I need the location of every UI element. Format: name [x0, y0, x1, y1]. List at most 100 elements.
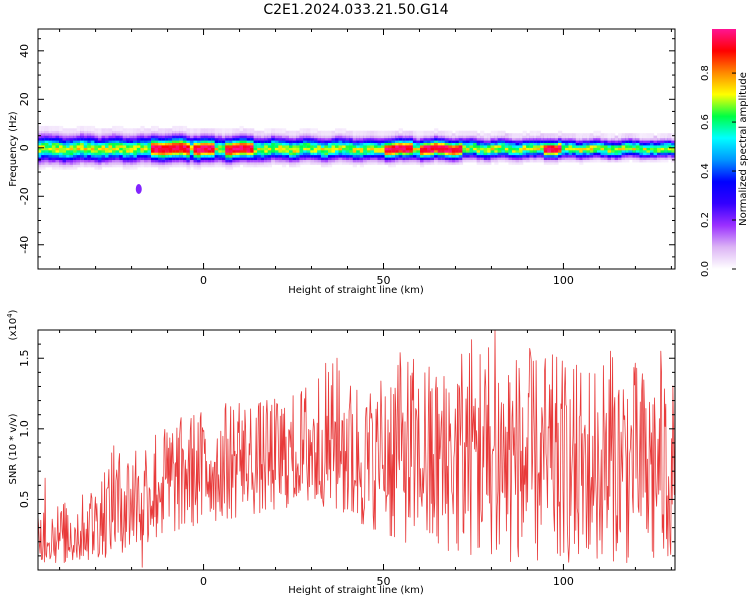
heatmap-cell — [462, 130, 467, 136]
heatmap-cell — [260, 130, 265, 136]
snr-y-multiplier: (x104) — [6, 309, 19, 340]
heatmap-cell — [565, 133, 570, 139]
heatmap-cell — [381, 130, 386, 136]
snr-y-axis-label: SNR (10 * v/v) — [8, 413, 19, 484]
heatmap-cell — [575, 133, 580, 139]
heatmap-cell — [519, 133, 524, 139]
spectrogram-x-tick-label: 100 — [553, 274, 574, 287]
heatmap-cell — [289, 130, 294, 136]
heatmap-cell — [529, 130, 534, 136]
heatmap-cell — [374, 130, 379, 136]
heatmap-cell — [558, 130, 563, 136]
heatmap-cell — [175, 125, 180, 131]
colorbar-tick-label: 0.0 — [700, 261, 711, 277]
heatmap-cell — [653, 135, 658, 141]
heatmap-cell — [618, 133, 623, 139]
heatmap-cell — [133, 128, 138, 134]
heatmap-cell — [614, 135, 619, 141]
heatmap-cell — [483, 133, 488, 139]
heatmap-cell — [512, 133, 517, 139]
heatmap-cell — [466, 130, 471, 136]
snr-series — [37, 329, 676, 568]
spectrogram-y-tick-label: 0 — [18, 144, 31, 151]
snr-y-multiplier-close: ) — [8, 309, 19, 313]
heatmap-cell — [172, 125, 177, 131]
colorbar-tick-label: 0.2 — [700, 212, 711, 228]
heatmap-cell — [441, 130, 446, 136]
heatmap-cell — [342, 128, 347, 134]
heatmap-cell — [207, 128, 212, 134]
spectrogram-frame — [37, 28, 676, 270]
heatmap-cell — [451, 133, 456, 139]
snr-y-tick-label: 1.5 — [18, 349, 31, 367]
heatmap-cell — [41, 125, 46, 131]
spectrogram-y-tick-label: 40 — [18, 44, 31, 58]
heatmap-cell — [412, 130, 418, 136]
heatmap-cell — [303, 128, 308, 134]
heatmap-cell — [285, 130, 290, 136]
heatmap-cell — [526, 133, 531, 139]
heatmap-cell — [94, 128, 99, 134]
heatmap-cell — [257, 130, 262, 136]
heatmap-cell — [189, 128, 195, 134]
heatmap-cell — [363, 130, 368, 136]
colorbar: 0.0 0.2 0.4 0.6 0.8 Normalized spectral ampl… — [700, 29, 749, 277]
heatmap-cell — [657, 133, 662, 139]
heatmap-cell — [278, 128, 283, 134]
heatmap-cell — [55, 125, 60, 131]
heatmap-cell — [625, 133, 630, 139]
heatmap-cell — [331, 130, 336, 136]
heatmap-cell — [246, 128, 251, 134]
heatmap-cell — [490, 130, 495, 136]
snr-frame — [37, 329, 676, 571]
heatmap-cell — [568, 133, 573, 139]
heatmap-cell — [165, 128, 170, 134]
heatmap-cell — [667, 133, 672, 139]
heatmap-cell — [218, 128, 223, 134]
heatmap-cell — [646, 133, 651, 139]
heatmap-cell — [73, 128, 78, 134]
heatmap-cell — [136, 128, 142, 134]
heatmap-cell — [561, 133, 566, 139]
heatmap-cell — [90, 125, 96, 131]
heatmap-cell — [69, 128, 74, 134]
heatmap-cell — [306, 128, 311, 134]
heatmap-cell — [547, 133, 552, 139]
heatmap-cell — [264, 128, 269, 134]
heatmap-cell — [533, 130, 538, 136]
spectrogram-y-tick-label: -40 — [18, 236, 31, 254]
heatmap-cell — [168, 128, 173, 134]
heatmap-cell — [611, 133, 616, 139]
heatmap-cell — [299, 128, 304, 134]
heatmap-cell — [101, 128, 106, 134]
snr-y-tick-label: 0.5 — [18, 491, 31, 509]
heatmap-cell — [543, 133, 548, 139]
spectrogram-y-axis-label: Frequency (Hz) — [8, 111, 19, 187]
heatmap-cell — [204, 128, 209, 134]
heatmap-cell — [430, 130, 435, 136]
colorbar-tick-label: 0.8 — [700, 65, 711, 81]
snr-x-ticks: 0 50 100 — [59, 330, 672, 588]
spectrogram-y-tick-label: -20 — [18, 187, 31, 205]
heatmap-cell — [335, 128, 340, 134]
heatmap-cell — [221, 128, 226, 134]
heatmap-cell — [423, 130, 428, 136]
heatmap-cell — [328, 130, 333, 136]
heatmap-cell — [214, 128, 219, 134]
heatmap-cell — [593, 130, 598, 136]
heatmap-cell — [660, 133, 665, 139]
heatmap-cell — [119, 125, 124, 131]
heatmap-cell — [420, 130, 425, 136]
heatmap-cell — [112, 125, 117, 131]
heatmap-cell — [154, 125, 159, 131]
heatmap-cell — [324, 130, 329, 136]
chart-title: C2E1.2024.033.21.50.G14 — [263, 2, 448, 18]
heatmap-cell — [550, 133, 556, 139]
heatmap-cell — [320, 130, 326, 136]
heatmap-cell — [211, 128, 216, 134]
heatmap-cell — [572, 133, 577, 139]
colorbar-tick-label: 0.6 — [700, 114, 711, 130]
snr-x-tick-label: 0 — [200, 575, 207, 588]
snr-x-tick-label: 100 — [553, 575, 574, 588]
spectrogram-heatmap — [37, 125, 676, 194]
